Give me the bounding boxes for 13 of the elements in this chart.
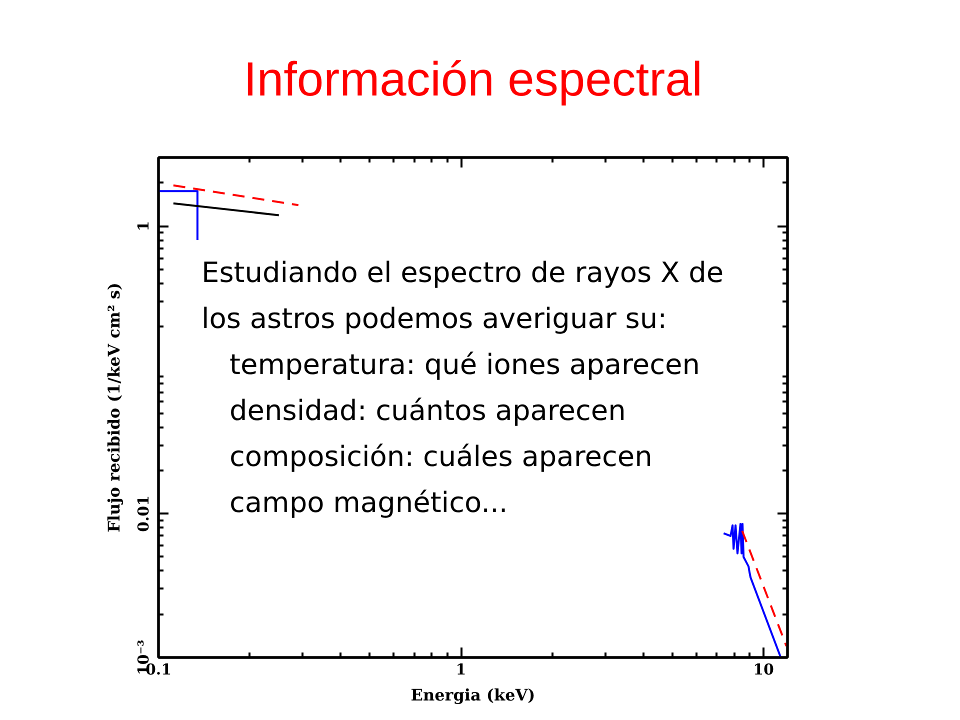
x-tick-label: 10: [753, 660, 774, 678]
annotation: densidad: cuántos aparecen: [230, 394, 626, 427]
annotation: los astros podemos averiguar su:: [202, 302, 668, 335]
annotation: composición: cuáles aparecen: [230, 440, 652, 473]
y-tick-label: 0.01: [134, 495, 152, 532]
annotation: temperatura: qué iones aparecen: [230, 348, 700, 381]
annotation: Estudiando el espectro de rayos X de: [202, 256, 724, 289]
x-tick-label: 1: [456, 660, 466, 678]
y-tick-label: 1: [134, 220, 152, 232]
chart-title: Información espectral: [244, 54, 702, 106]
x-axis-title: Energia (keV): [410, 686, 536, 704]
y-axis-title: Flujo recibido (1/keV cm² s): [104, 282, 124, 532]
annotation: campo magnético...: [230, 486, 508, 519]
